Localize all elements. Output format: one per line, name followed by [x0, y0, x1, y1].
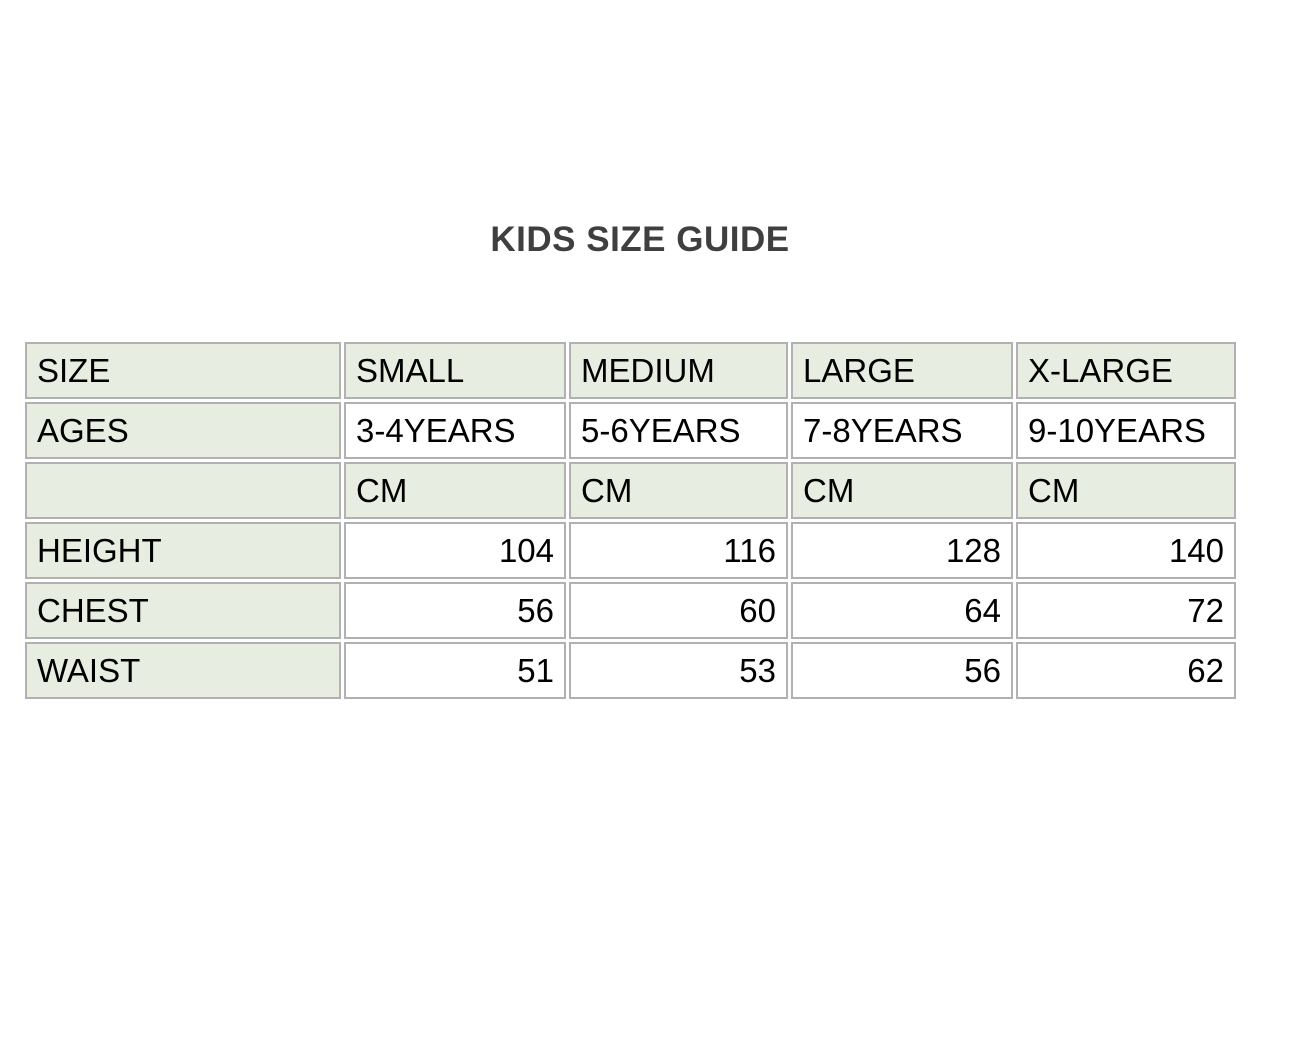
- ages-large-cell: 7-8YEARS: [791, 402, 1013, 459]
- col-header-xlarge: X-LARGE: [1016, 342, 1236, 399]
- ages-medium-cell: 5-6YEARS: [569, 402, 788, 459]
- waist-xlarge-value: 62: [1016, 642, 1236, 699]
- ages-xlarge-cell: 9-10YEARS: [1016, 402, 1236, 459]
- size-guide-table: SIZE SMALL MEDIUM LARGE X-LARGE AGES 3-4…: [22, 339, 1239, 702]
- table-row-waist: WAIST 51 53 56 62: [25, 642, 1236, 699]
- unit-cm-cell: CM: [569, 462, 788, 519]
- waist-large-value: 56: [791, 642, 1013, 699]
- waist-label-cell: WAIST: [25, 642, 341, 699]
- height-small-value: 104: [344, 522, 566, 579]
- col-header-large: LARGE: [791, 342, 1013, 399]
- chest-large-value: 64: [791, 582, 1013, 639]
- col-header-medium: MEDIUM: [569, 342, 788, 399]
- unit-cm-cell: CM: [344, 462, 566, 519]
- table-row-height: HEIGHT 104 116 128 140: [25, 522, 1236, 579]
- waist-small-value: 51: [344, 642, 566, 699]
- waist-medium-value: 53: [569, 642, 788, 699]
- table-row-size: SIZE SMALL MEDIUM LARGE X-LARGE: [25, 342, 1236, 399]
- chest-small-value: 56: [344, 582, 566, 639]
- height-medium-value: 116: [569, 522, 788, 579]
- height-large-value: 128: [791, 522, 1013, 579]
- table-row-chest: CHEST 56 60 64 72: [25, 582, 1236, 639]
- height-label-cell: HEIGHT: [25, 522, 341, 579]
- size-header-cell: SIZE: [25, 342, 341, 399]
- col-header-small: SMALL: [344, 342, 566, 399]
- chest-label-cell: CHEST: [25, 582, 341, 639]
- table-row-ages: AGES 3-4YEARS 5-6YEARS 7-8YEARS 9-10YEAR…: [25, 402, 1236, 459]
- unit-cm-cell: CM: [791, 462, 1013, 519]
- table-row-units: CM CM CM CM: [25, 462, 1236, 519]
- unit-cm-cell: CM: [1016, 462, 1236, 519]
- page-title: KIDS SIZE GUIDE: [490, 220, 790, 259]
- chest-xlarge-value: 72: [1016, 582, 1236, 639]
- unit-empty-cell: [25, 462, 341, 519]
- ages-label-cell: AGES: [25, 402, 341, 459]
- chest-medium-value: 60: [569, 582, 788, 639]
- height-xlarge-value: 140: [1016, 522, 1236, 579]
- ages-small-cell: 3-4YEARS: [344, 402, 566, 459]
